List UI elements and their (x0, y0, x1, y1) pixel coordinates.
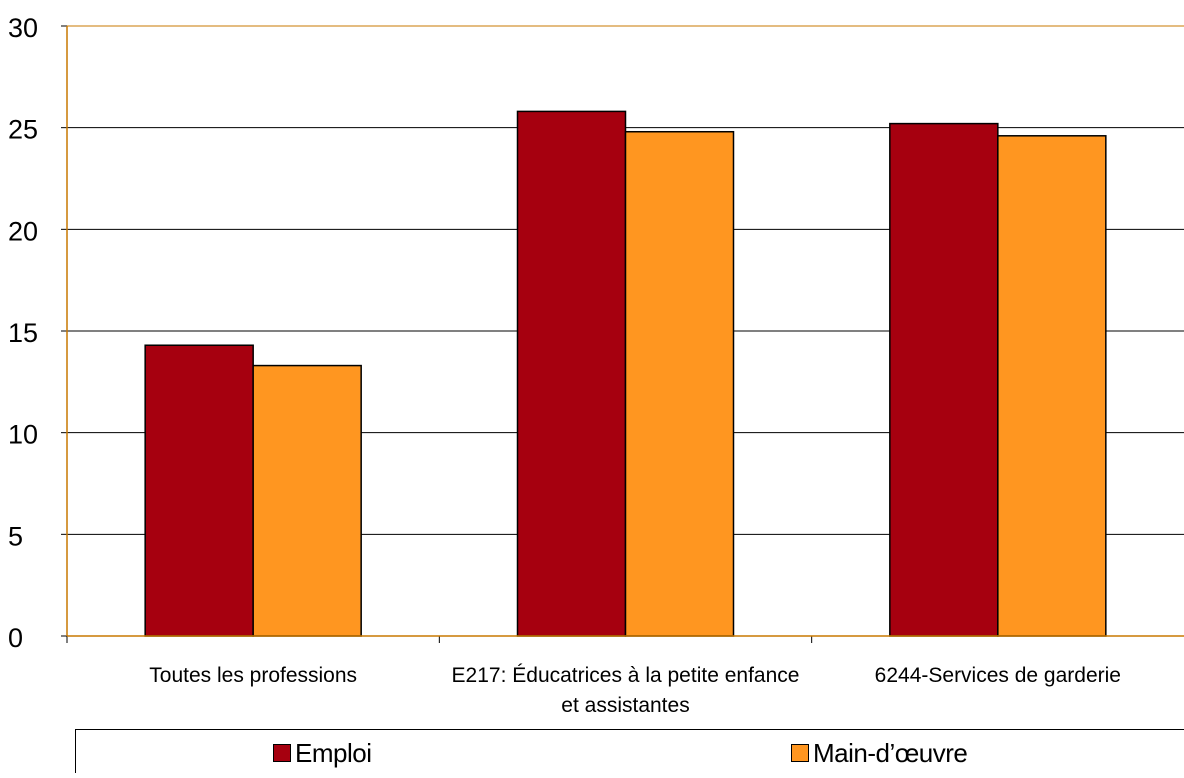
y-tick-label: 15 (8, 318, 38, 348)
x-tick-label: Toutes les professions (149, 664, 357, 687)
bar (624, 130, 735, 637)
x-tick-label: et assistantes (561, 694, 689, 717)
legend-swatch-emploi (273, 744, 291, 762)
legend-item-emploi: Emploi (273, 738, 372, 768)
x-tick-label: 6244-Services de garderie (875, 664, 1121, 687)
y-tick-label: 25 (8, 115, 38, 145)
legend-swatch-main-doeuvre (791, 744, 809, 762)
y-tick-label: 5 (8, 521, 23, 551)
bar (997, 135, 1107, 637)
bar (516, 110, 627, 637)
y-tick-label: 20 (8, 216, 38, 246)
bar (889, 122, 999, 637)
legend-label-main-doeuvre: Main-d’œuvre (813, 738, 968, 768)
legend-label-emploi: Emploi (295, 738, 372, 768)
x-tick-label: E217: Éducatrices à la petite enfance (452, 664, 800, 687)
y-tick-label: 10 (8, 420, 38, 450)
bar (252, 364, 362, 637)
legend-item-main-doeuvre: Main-d’œuvre (791, 738, 968, 768)
legend: Emploi Main-d’œuvre (75, 729, 1184, 773)
y-tick-label: 30 (8, 13, 38, 43)
bar (144, 344, 254, 637)
y-tick-label: 0 (8, 623, 23, 653)
